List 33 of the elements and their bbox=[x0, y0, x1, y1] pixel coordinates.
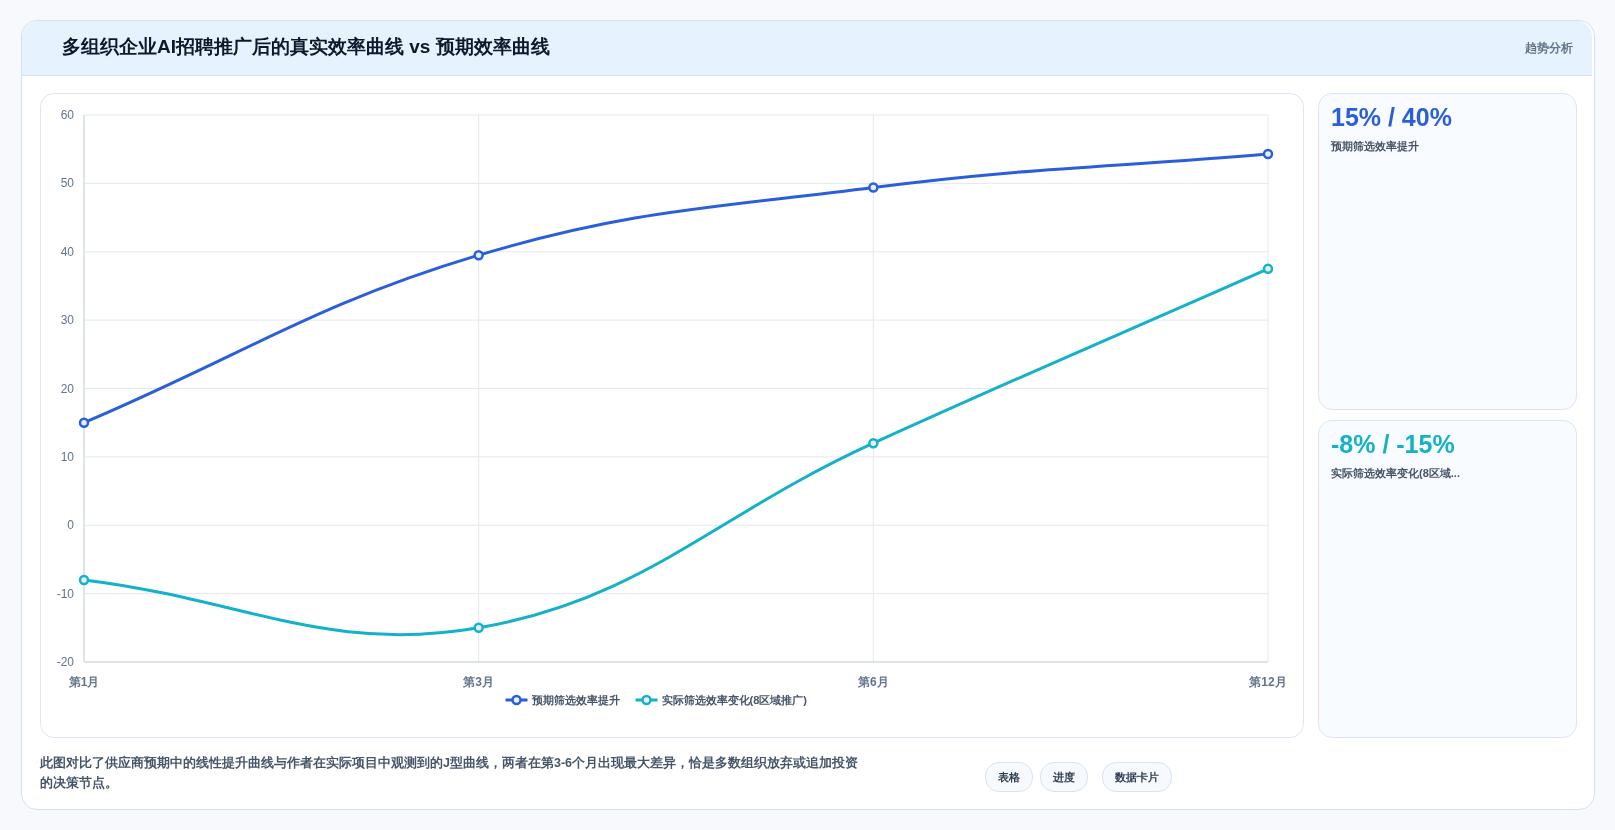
y-tick-label: 10 bbox=[60, 449, 75, 464]
text: 15% / 40% bbox=[1331, 103, 1452, 132]
text: -8% / -15% bbox=[1331, 430, 1455, 459]
x-tick-label: 第3月 bbox=[462, 675, 495, 689]
point bbox=[78, 574, 90, 586]
point bbox=[78, 417, 90, 428]
x-tick-label: 第6月 bbox=[856, 675, 889, 689]
x-tick-label: 第1月 bbox=[67, 675, 100, 689]
y-tick-label: -20 bbox=[56, 655, 75, 669]
y-tick-label: -10 bbox=[56, 586, 75, 601]
point bbox=[868, 437, 879, 449]
legend-label: 预期筛选效率提升 bbox=[530, 694, 620, 706]
point bbox=[1262, 263, 1274, 275]
point bbox=[868, 182, 879, 193]
x-tick-label: 第12月 bbox=[1248, 675, 1287, 689]
text: 预期筛选效率提升 bbox=[1331, 139, 1419, 154]
chart-title: 多组织企业AI招聘推广后的真实效率曲线 vs 预期效率曲线 bbox=[62, 35, 550, 59]
text: 表格 bbox=[985, 762, 1033, 792]
point bbox=[473, 249, 484, 261]
y-tick-label: 60 bbox=[60, 108, 75, 122]
text: 实际筛选效率变化(8区域... bbox=[1331, 466, 1460, 481]
text: 趋势分析 bbox=[1525, 40, 1573, 57]
y-tick-label: 50 bbox=[60, 176, 75, 191]
text: 数据卡片 bbox=[1102, 762, 1172, 792]
y-tick-label: 0 bbox=[67, 518, 75, 533]
text: 此图对比了供应商预期中的线性提升曲线与作者在实际项目中观测到的J型曲线，两者在第3-6个月出现最大差异，恰是多数组织放弃或追加投资的决策节点。 bbox=[40, 754, 860, 792]
y-tick-label: 20 bbox=[60, 381, 75, 396]
legend-label: 实际筛选效率变化(8区域推广) bbox=[661, 694, 808, 706]
y-tick-label: 30 bbox=[60, 313, 75, 328]
text: 进度 bbox=[1040, 762, 1088, 792]
point bbox=[1262, 148, 1274, 160]
y-tick-label: 40 bbox=[60, 244, 75, 259]
point bbox=[473, 622, 484, 634]
